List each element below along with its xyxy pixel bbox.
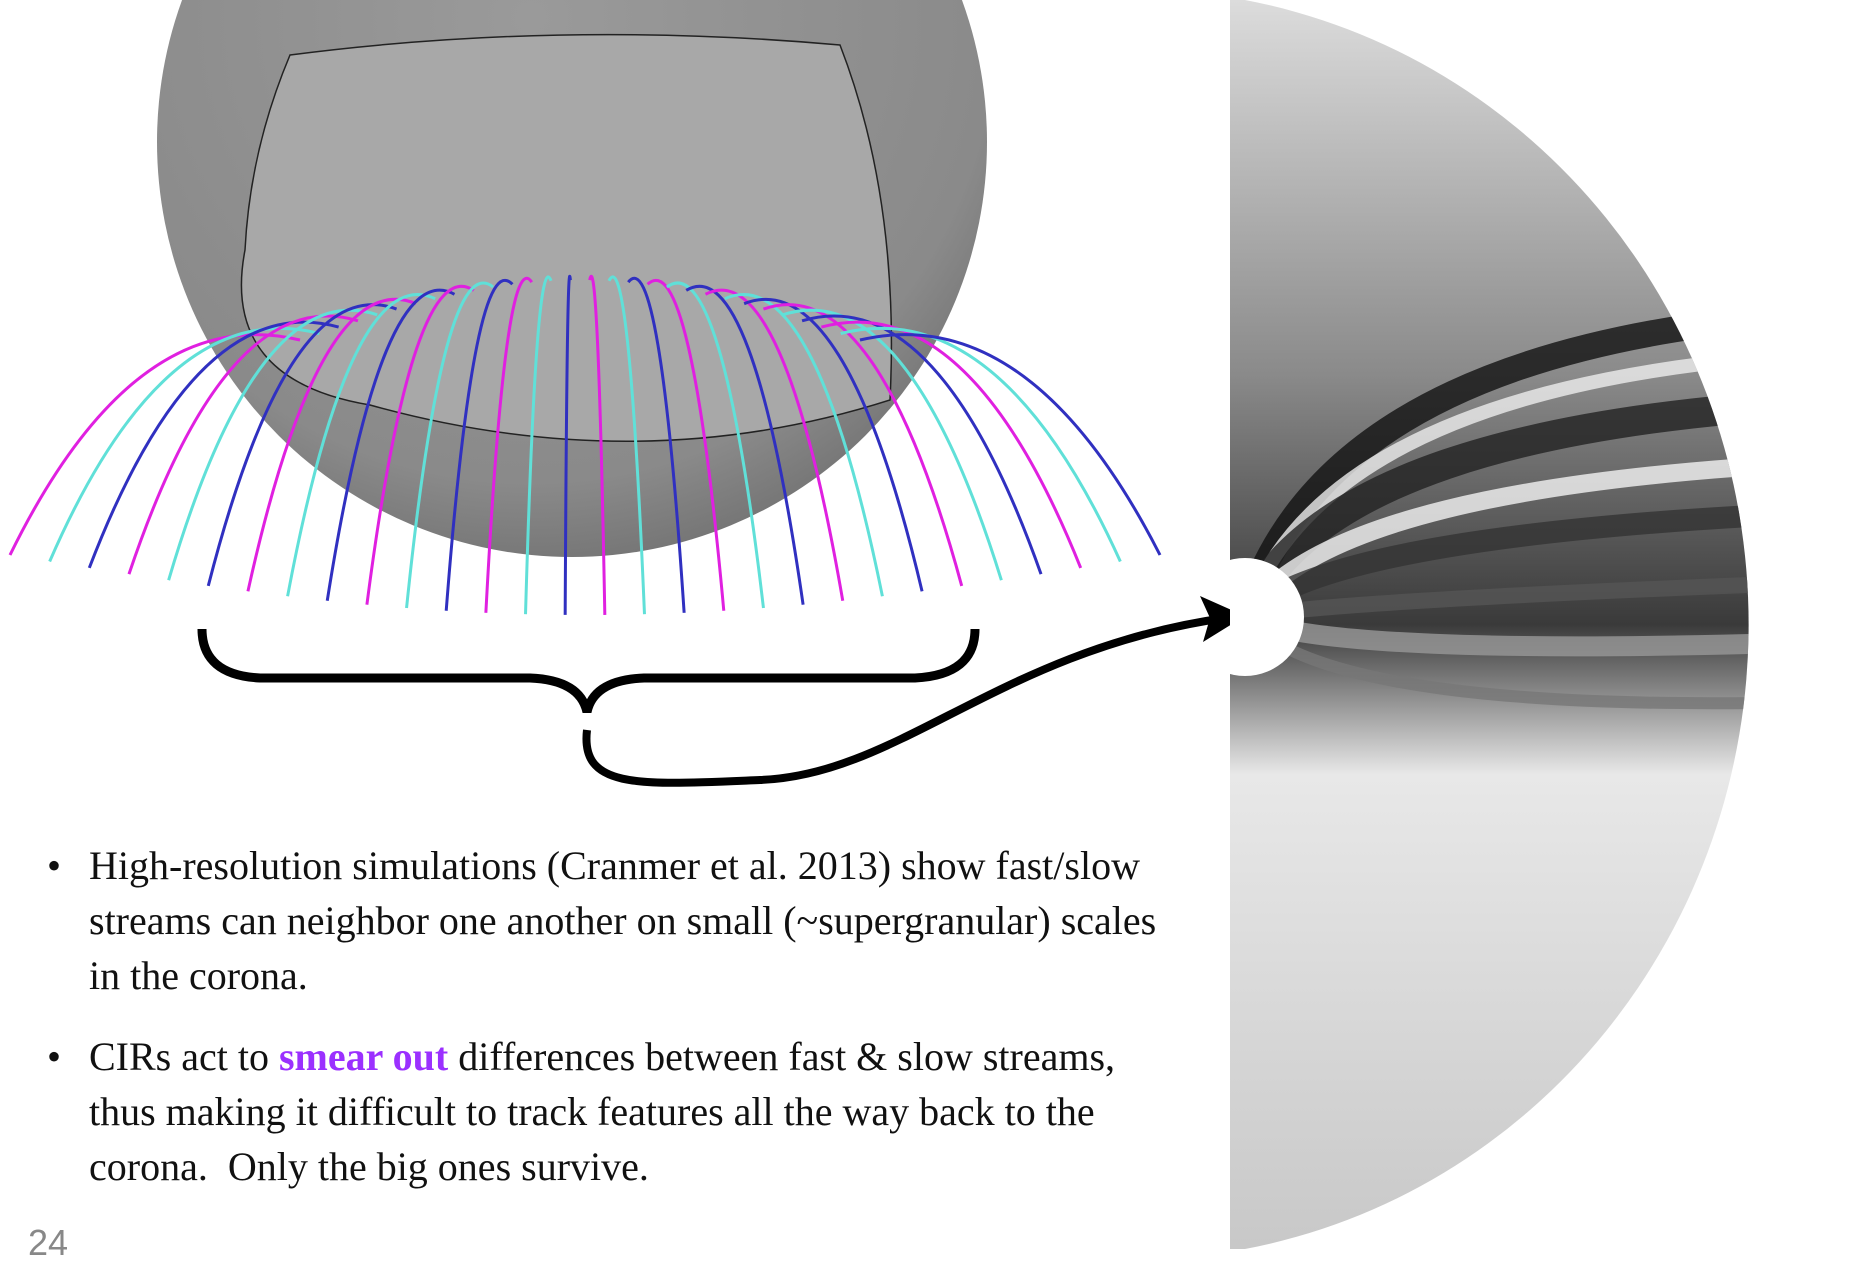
bullet: CIRs act to smear out differences betwee… <box>47 1029 1157 1194</box>
sun-figure <box>10 0 1160 615</box>
text: CIRs act to <box>89 1034 279 1079</box>
bullet-list: High-resolution simulations (Cranmer et … <box>47 838 1157 1220</box>
simulation-disk <box>1186 0 1860 1249</box>
slide: High-resolution simulations (Cranmer et … <box>0 0 1860 1249</box>
emphasis: smear out <box>279 1034 448 1079</box>
brace <box>202 629 975 712</box>
text: High-resolution simulations (Cranmer et … <box>89 843 1166 998</box>
page-number: 24 <box>28 1222 68 1264</box>
bullet: High-resolution simulations (Cranmer et … <box>47 838 1157 1003</box>
arrow <box>586 618 1225 783</box>
